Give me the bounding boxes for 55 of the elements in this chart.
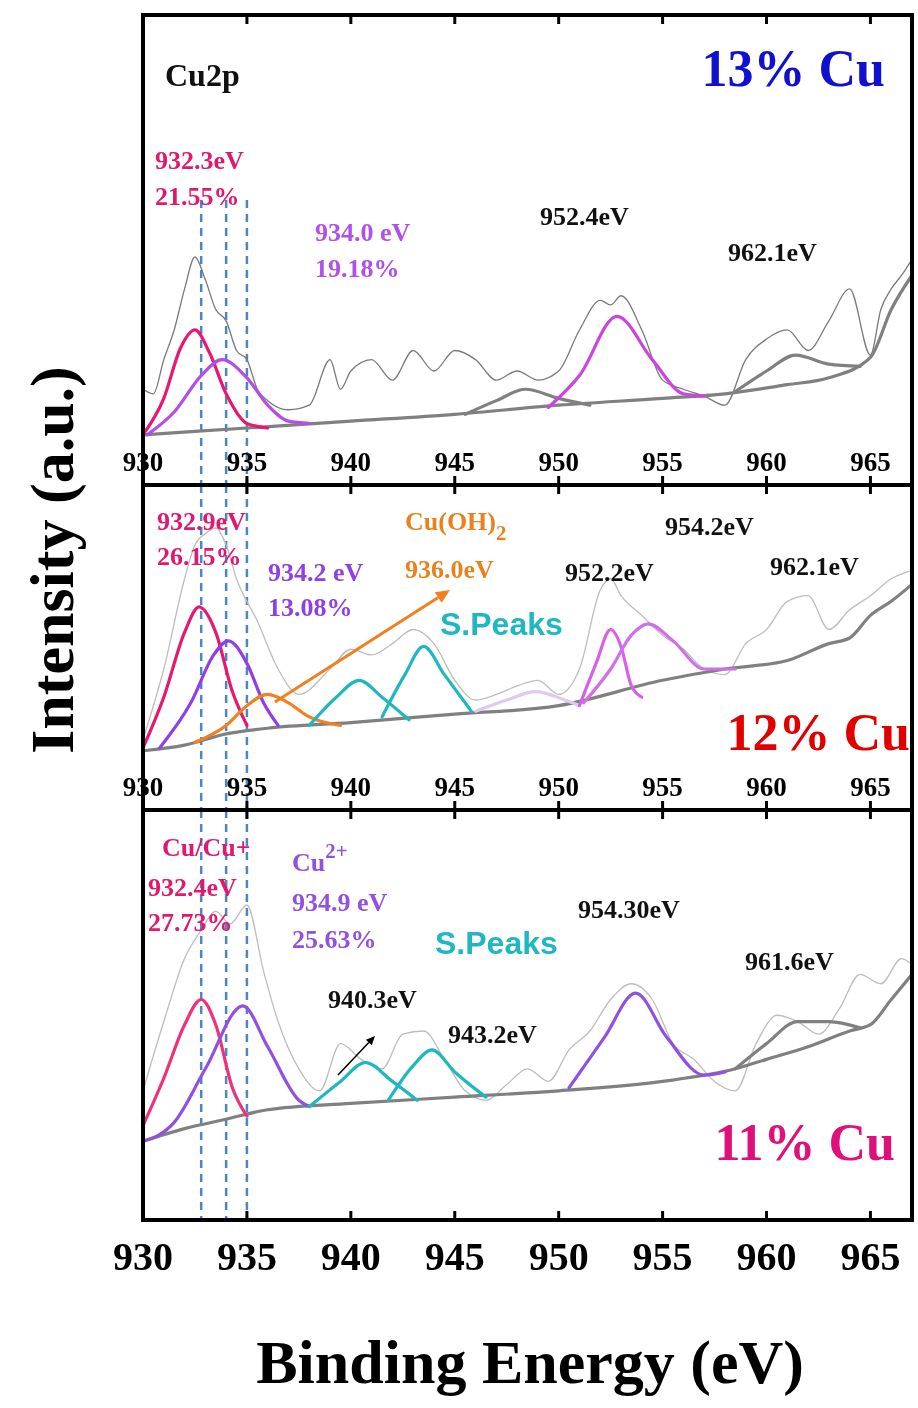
x-tick-label: 960 (736, 1234, 797, 1279)
x-tick-label: 935 (216, 1234, 277, 1279)
annotation: S.Peaks (440, 606, 563, 642)
text: 11% Cu (714, 1113, 895, 1171)
annotation: 962.1eV (770, 551, 860, 581)
x-tick-label: 960 (746, 772, 787, 802)
text: 12% Cu (726, 703, 910, 761)
text: Cu2p (165, 57, 240, 93)
x-tick-label: 945 (434, 447, 476, 477)
x-tick-label: 965 (840, 1234, 901, 1279)
x-tick-label: 940 (330, 772, 372, 802)
x-tick-label: 955 (632, 1234, 693, 1279)
annotation: 954.30eV (578, 894, 681, 924)
x-tick-label: 950 (538, 772, 579, 802)
x-tick-label: 950 (528, 1234, 589, 1279)
annotation: 934.2 eV (268, 557, 364, 587)
annotation: 19.18% (315, 253, 400, 283)
annotation: 26.15% (157, 541, 242, 571)
x-tick-label: 935 (226, 447, 268, 477)
text: 934.0 eV (315, 217, 411, 247)
x-axis-title: Binding Energy (eV) (256, 1328, 804, 1397)
annotation: 940.3eV (328, 984, 418, 1014)
y-axis-title: Intensity (a.u.) (18, 366, 87, 754)
text: Cu$^{2+}$ (292, 839, 348, 877)
text: 932.4eV (148, 872, 238, 902)
x-tick-label: 940 (320, 1234, 381, 1279)
chart-title: 13% Cu (701, 39, 885, 97)
annotation: 934.9 eV (292, 887, 388, 917)
annotation: 954.2eV (665, 511, 755, 541)
text: 21.55% (155, 181, 240, 211)
x-tick-label: 930 (113, 1234, 173, 1279)
annotation: 943.2eV (448, 1019, 538, 1049)
x-tick-label: 945 (434, 772, 476, 802)
text: 932.3eV (155, 145, 245, 175)
text: 952.4eV (540, 201, 630, 231)
x-tick-label: 960 (746, 447, 787, 477)
x-tick-label: 955 (642, 447, 683, 477)
x-tick-label: 935 (226, 772, 268, 802)
annotation: 961.6eV (745, 946, 835, 976)
annotation: 962.1eV (728, 237, 818, 267)
annotation: Cu(OH)$_{2}$ (405, 506, 507, 544)
annotation: 952.2eV (565, 557, 655, 587)
annotation: S.Peaks (435, 925, 558, 961)
annotation: 13.08% (268, 592, 353, 622)
x-tick-label: 945 (424, 1234, 485, 1279)
text: Cu/Cu+ (162, 832, 251, 862)
x-tick-label: 940 (330, 447, 372, 477)
x-tick-label: 950 (538, 447, 579, 477)
annotation: 27.73% (148, 907, 233, 937)
annotation: 25.63% (292, 924, 377, 954)
x-tick-label: 965 (850, 772, 891, 802)
annotation: 936.0eV (405, 554, 495, 584)
x-tick-label: 955 (642, 772, 683, 802)
x-tick-label: 965 (850, 447, 891, 477)
annotation: 932.9eV (157, 506, 247, 536)
